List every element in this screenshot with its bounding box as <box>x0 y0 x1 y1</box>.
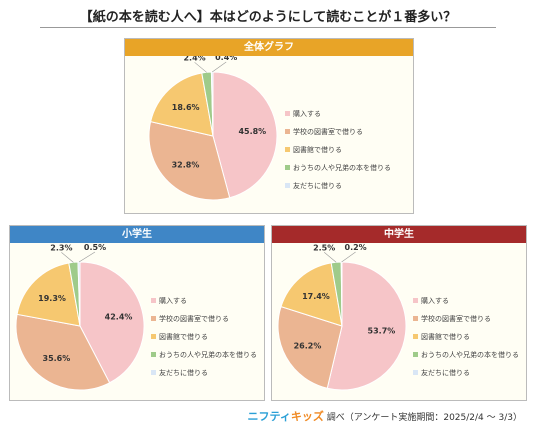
pie-slice <box>79 261 145 384</box>
pie-slice <box>148 121 231 201</box>
data-label: 26.2% <box>294 342 322 351</box>
data-label: 32.8% <box>172 161 200 170</box>
label-leader-line <box>212 61 227 73</box>
data-label: 0.5% <box>84 243 106 252</box>
pie-slice <box>150 72 214 137</box>
label-leader-line <box>341 251 356 263</box>
chart-panel-elementary: 小学生 42.4% 35.6% 19.3% 2.3% 0.5% 購入する学校の図書室で借り… <box>9 225 265 401</box>
label-leader-line <box>61 252 74 263</box>
data-label: 2.3% <box>50 243 72 252</box>
data-label: 18.6% <box>172 103 200 112</box>
title-divider <box>40 27 496 28</box>
label-leader-line <box>323 252 337 263</box>
legend-swatch <box>151 352 156 357</box>
legend-label: 友だちに借りる <box>159 368 208 377</box>
data-label: 45.8% <box>238 127 266 136</box>
legend-label: 図書館で借りる <box>421 332 470 341</box>
legend-swatch <box>413 298 418 303</box>
pie-slice <box>212 71 278 199</box>
data-label: 35.6% <box>43 354 71 363</box>
footer-text: 調べ（アンケート実施期間：2025/2/4 ～ 3/3） <box>326 413 522 423</box>
legend-label: おうちの人や兄弟の本を借りる <box>159 350 257 359</box>
data-label: 42.4% <box>105 313 133 322</box>
legend-label: 購入する <box>159 296 187 305</box>
page-title: 【紙の本を読む人へ】本はどのようにして読むことが１番多い？ <box>79 10 457 25</box>
pie-slice <box>15 313 111 391</box>
pie-chart-junior-high: 53.7% 26.2% 17.4% 2.5% 0.2% 購入する学校の図書室で借りる図書館… <box>277 243 519 391</box>
footer-source: ニフティキッズ 調べ（アンケート実施期間：2025/2/4 ～ 3/3） <box>248 408 523 424</box>
legend-label: 友だちに借りる <box>421 368 470 377</box>
pie-chart-elementary: 42.4% 35.6% 19.3% 2.3% 0.5% 購入する学校の図書室で借りる図書館… <box>15 243 257 391</box>
pie-slice <box>77 261 81 327</box>
data-label: 17.4% <box>302 292 330 301</box>
pie-chart-overall: 45.8% 32.8% 18.6% 2.4% 0.4% 購入する学校の図書室で借りる図書館… <box>148 56 391 201</box>
data-label: 0.2% <box>345 243 367 252</box>
legend-swatch <box>285 165 290 170</box>
legend-label: 購入する <box>421 296 449 305</box>
legend-label: 購入する <box>293 109 321 118</box>
label-leader-line <box>194 62 207 73</box>
legend-swatch <box>413 370 418 375</box>
chart-panel-junior-high: 中学生 53.7% 26.2% 17.4% 2.5% 0.2% 購入する学校の図書室で借り… <box>271 225 527 401</box>
legend-label: 友だちに借りる <box>293 181 342 190</box>
legend-swatch <box>285 129 290 134</box>
legend-swatch <box>151 334 156 339</box>
pie-slice <box>16 262 81 327</box>
pie-slice <box>277 305 343 389</box>
legend-swatch <box>413 316 418 321</box>
legend-swatch <box>285 147 290 152</box>
data-label: 2.4% <box>183 56 205 62</box>
brand-logo: ニフティキッズ <box>247 410 324 423</box>
legend-label: 学校の図書室で借りる <box>293 127 363 136</box>
data-label: 2.5% <box>313 243 335 252</box>
legend-swatch <box>413 334 418 339</box>
legend-label: 図書館で借りる <box>159 332 208 341</box>
legend-swatch <box>285 111 290 116</box>
pie-slice <box>326 261 407 391</box>
legend-swatch <box>151 298 156 303</box>
pie-slice <box>280 262 343 327</box>
legend-label: おうちの人や兄弟の本を借りる <box>293 163 391 172</box>
legend-swatch <box>285 183 290 188</box>
data-label: 53.7% <box>368 327 396 336</box>
data-label: 0.4% <box>215 56 237 62</box>
legend-label: 学校の図書室で借りる <box>421 314 491 323</box>
chart-title: 全体グラフ <box>125 39 413 56</box>
chart-title: 小学生 <box>10 226 264 243</box>
legend-swatch <box>151 370 156 375</box>
legend-label: おうちの人や兄弟の本を借りる <box>421 350 519 359</box>
chart-panel-overall: 全体グラフ 45.8% 32.8% 18.6% 2.4% 0.4% 購入する学校の図書室で… <box>124 38 414 214</box>
legend-swatch <box>413 352 418 357</box>
legend-swatch <box>151 316 156 321</box>
legend-label: 学校の図書室で借りる <box>159 314 229 323</box>
chart-title: 中学生 <box>272 226 526 243</box>
legend-label: 図書館で借りる <box>293 145 342 154</box>
label-leader-line <box>78 251 96 263</box>
data-label: 19.3% <box>38 294 66 303</box>
